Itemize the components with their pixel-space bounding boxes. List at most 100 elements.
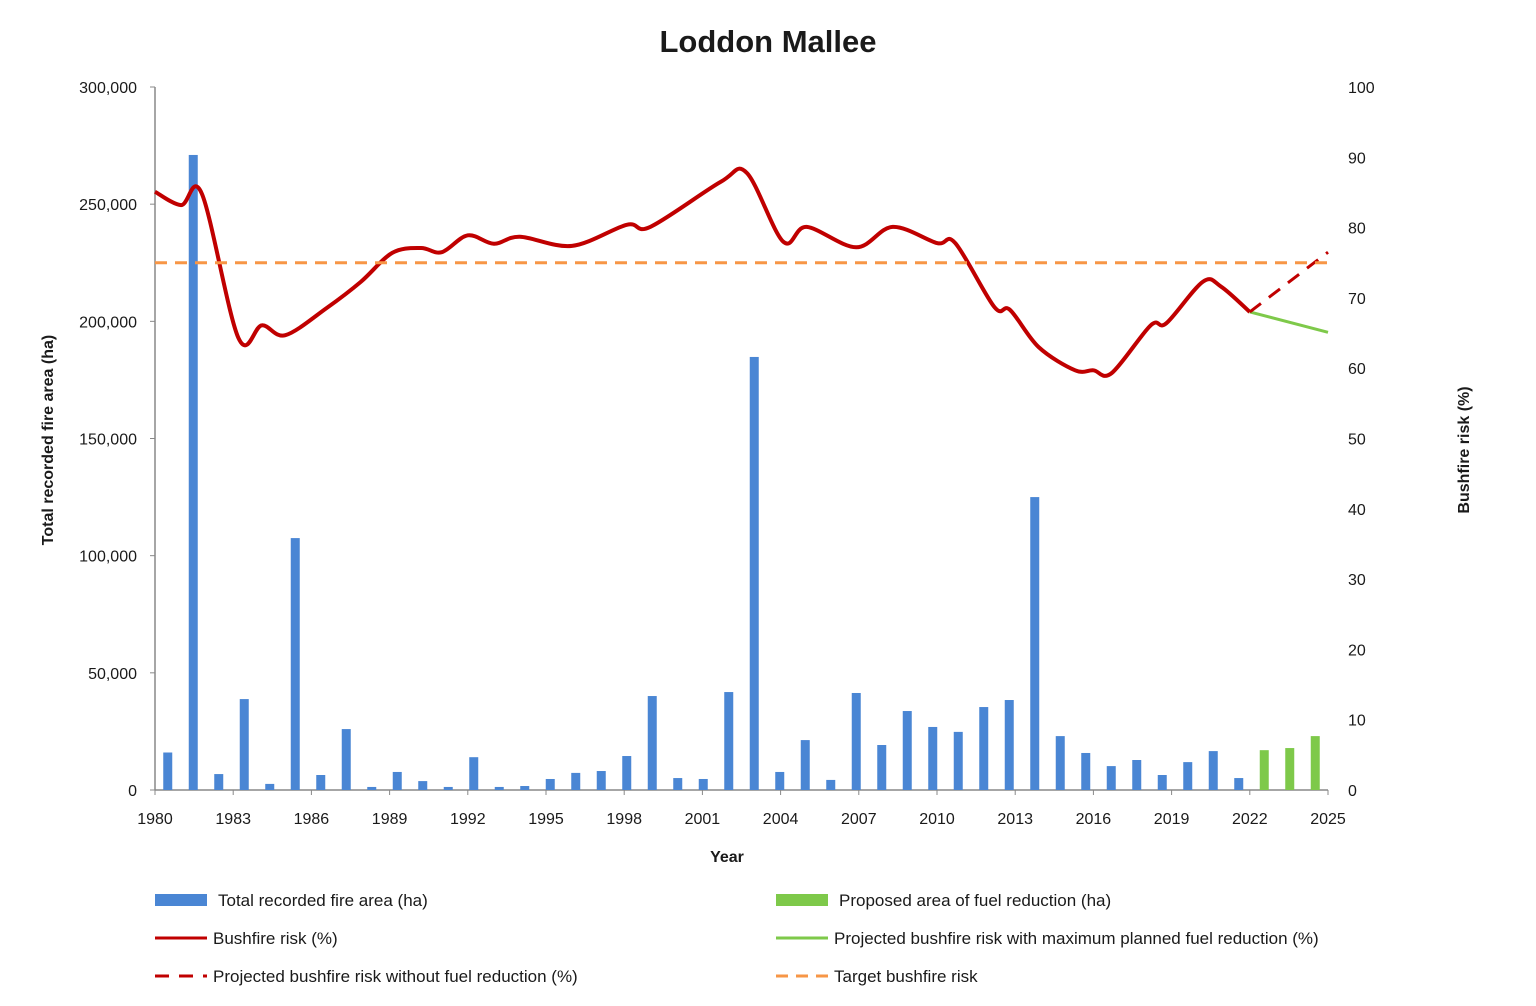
bar-1995 xyxy=(545,778,555,790)
bar-1982 xyxy=(214,774,224,790)
y-right-tick-label: 10 xyxy=(1348,713,1366,730)
lines xyxy=(154,166,1329,378)
y-left-tick-label: 100,000 xyxy=(79,549,137,566)
y-right-tick-label: 60 xyxy=(1348,361,1366,378)
bar-2012 xyxy=(979,707,989,790)
y-right-tick-label: 70 xyxy=(1348,291,1366,308)
bar-1992 xyxy=(469,757,479,790)
bar-1991 xyxy=(443,786,453,790)
legend-label: Bushfire risk (%) xyxy=(213,929,338,948)
bar-2004 xyxy=(775,771,785,790)
legend-label: Total recorded fire area (ha) xyxy=(218,891,428,910)
y-right-tick-label: 40 xyxy=(1348,502,1366,519)
y-axis-left-label: Total recorded fire area (ha) xyxy=(40,335,57,545)
x-tick-label: 1986 xyxy=(294,811,330,828)
y-right-tick-label: 90 xyxy=(1348,150,1366,167)
bar-2008 xyxy=(877,745,887,790)
bar-2002 xyxy=(724,692,734,790)
bar-1986 xyxy=(316,775,326,790)
chart-title: Loddon Mallee xyxy=(660,24,877,59)
bar-2015 xyxy=(1055,736,1065,790)
bar-2018 xyxy=(1132,760,1142,790)
x-tick-label: 2004 xyxy=(763,811,799,828)
bar-2022 xyxy=(1234,778,1244,790)
legend-label: Projected bushfire risk with maximum pla… xyxy=(834,929,1319,948)
x-tick-label: 1980 xyxy=(137,811,173,828)
series-line-0 xyxy=(154,166,1252,378)
bar-1981 xyxy=(188,154,198,790)
bar-1990 xyxy=(418,781,428,790)
bar-2020 xyxy=(1183,762,1193,790)
x-tick-label: 2019 xyxy=(1154,811,1190,828)
bar-2024 xyxy=(1285,748,1295,790)
bars xyxy=(163,154,1320,790)
x-tick-label: 2013 xyxy=(997,811,1033,828)
bar-2014 xyxy=(1030,497,1040,790)
axes: 0 50,000 100,000 150,000 200,000 250,000 300,0… xyxy=(79,80,1375,828)
bar-2023 xyxy=(1259,750,1269,790)
bar-1989 xyxy=(392,771,402,790)
x-axis-label: Year xyxy=(710,849,744,866)
y-left-tick-label: 250,000 xyxy=(79,197,137,214)
legend-swatch-bar xyxy=(155,894,207,906)
y-right-tick-label: 100 xyxy=(1348,80,1375,97)
x-tick-label: 1992 xyxy=(450,811,486,828)
legend-swatch-bar xyxy=(776,894,828,906)
x-tick-label: 1995 xyxy=(528,811,564,828)
bar-1987 xyxy=(341,729,351,790)
x-tick-label: 2010 xyxy=(919,811,955,828)
bar-2017 xyxy=(1106,766,1116,790)
bar-2006 xyxy=(826,779,836,790)
y-axis-right-label: Bushfire risk (%) xyxy=(1456,386,1473,513)
x-tick-label: 2001 xyxy=(685,811,721,828)
bar-2019 xyxy=(1157,775,1167,790)
bar-1983 xyxy=(239,699,249,790)
y-right-tick-label: 30 xyxy=(1348,572,1366,589)
bar-1988 xyxy=(367,786,377,790)
x-tick-label: 2025 xyxy=(1310,811,1346,828)
bar-1998 xyxy=(622,756,632,790)
y-left-tick-label: 0 xyxy=(128,783,137,800)
bar-2003 xyxy=(749,356,759,790)
bar-2005 xyxy=(800,740,810,790)
y-right-tick-label: 80 xyxy=(1348,221,1366,238)
series-line-1 xyxy=(1249,310,1329,334)
legend: Total recorded fire area (ha) Proposed ar… xyxy=(155,891,1319,986)
bar-1996 xyxy=(571,772,581,790)
legend-label: Projected bushfire risk without fuel red… xyxy=(213,967,578,986)
bar-1993 xyxy=(494,786,504,790)
legend-label: Target bushfire risk xyxy=(834,967,978,986)
bar-2013 xyxy=(1004,700,1014,790)
bar-2000 xyxy=(673,778,683,790)
y-right-tick-label: 20 xyxy=(1348,642,1366,659)
series-line-2 xyxy=(1248,251,1329,314)
x-tick-label: 2016 xyxy=(1076,811,1112,828)
bar-1997 xyxy=(596,771,606,790)
bar-2001 xyxy=(698,778,708,790)
bar-1985 xyxy=(290,538,300,790)
x-tick-label: 1998 xyxy=(606,811,642,828)
x-tick-label: 2022 xyxy=(1232,811,1268,828)
bar-2025 xyxy=(1310,736,1320,790)
y-left-tick-label: 300,000 xyxy=(79,80,137,97)
bar-2016 xyxy=(1081,752,1091,790)
legend-label: Proposed area of fuel reduction (ha) xyxy=(839,891,1111,910)
bar-2011 xyxy=(953,731,963,790)
bar-1999 xyxy=(647,696,657,790)
bar-2021 xyxy=(1208,751,1218,790)
y-right-tick-label: 50 xyxy=(1348,432,1366,449)
y-right-tick-label: 0 xyxy=(1348,783,1357,800)
x-tick-label: 2007 xyxy=(841,811,877,828)
bar-1984 xyxy=(265,783,275,790)
x-tick-label: 1989 xyxy=(372,811,408,828)
y-left-tick-label: 50,000 xyxy=(88,666,137,683)
bar-2009 xyxy=(902,711,912,790)
bar-2010 xyxy=(928,726,938,790)
y-left-tick-label: 150,000 xyxy=(79,432,137,449)
bar-1980 xyxy=(163,752,173,790)
bar-2007 xyxy=(851,692,861,790)
y-left-tick-label: 200,000 xyxy=(79,314,137,331)
bar-1994 xyxy=(520,786,530,790)
x-tick-label: 1983 xyxy=(215,811,251,828)
